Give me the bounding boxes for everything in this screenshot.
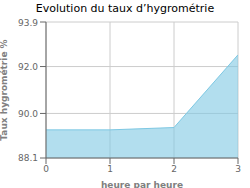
svg-text:90.0: 90.0 [18, 109, 38, 119]
svg-text:Taux hygrométrie %: Taux hygrométrie % [8, 39, 9, 140]
html-text:Evolution du taux d’hygrométri: Evolution du taux d’hygrométrie [35, 2, 215, 15]
svg-text:heure par heure: heure par heure [101, 180, 183, 188]
svg-text:88.1: 88.1 [18, 153, 38, 163]
svg-text:92.0: 92.0 [18, 62, 38, 72]
svg-text:2: 2 [171, 164, 177, 174]
svg-text:93.9: 93.9 [18, 18, 38, 28]
svg-text:0: 0 [43, 164, 49, 174]
svg-text:3: 3 [235, 164, 241, 174]
svg-text:1: 1 [107, 164, 113, 174]
